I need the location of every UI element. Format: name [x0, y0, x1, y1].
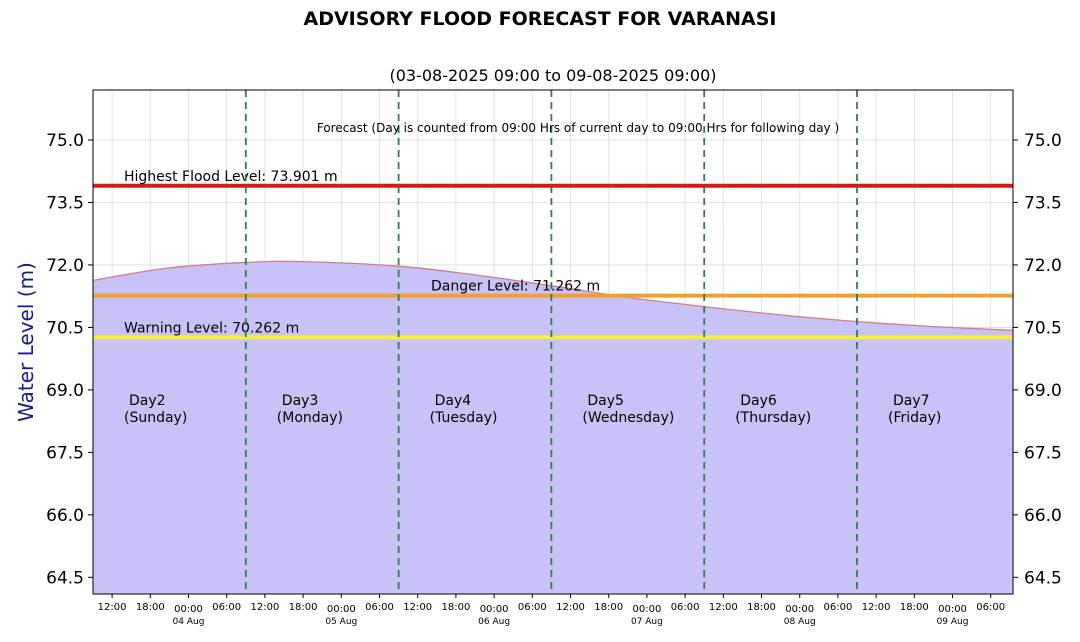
- xtick-label-4: 12:00: [250, 602, 279, 613]
- xtick-date-2: 04 Aug: [173, 617, 205, 627]
- xtick-label-7: 06:00: [365, 602, 394, 613]
- xtick-label-22: 00:00: [938, 604, 967, 615]
- xtick-label-15: 06:00: [671, 602, 700, 613]
- xtick-label-5: 18:00: [289, 602, 318, 613]
- xtick-label-17: 18:00: [747, 602, 776, 613]
- xtick-label-6: 00:00: [327, 604, 356, 615]
- day-label-0: Day2: [129, 393, 166, 409]
- reference-label-0: Highest Flood Level: 73.901 m: [124, 169, 338, 185]
- ytick-label-left-4: 70.5: [46, 318, 84, 338]
- xtick-label-8: 12:00: [403, 602, 432, 613]
- chart-title: ADVISORY FLOOD FORECAST FOR VARANASI: [304, 8, 777, 30]
- reference-label-1: Danger Level: 71.262 m: [431, 279, 600, 295]
- xtick-date-18: 08 Aug: [784, 617, 816, 627]
- xtick-label-9: 18:00: [441, 602, 470, 613]
- xtick-date-22: 09 Aug: [937, 617, 969, 627]
- day-weekday-4: (Thursday): [735, 410, 811, 426]
- xtick-label-12: 12:00: [556, 602, 585, 613]
- ytick-label-right-3: 69.0: [1024, 381, 1062, 401]
- xtick-label-16: 12:00: [709, 602, 738, 613]
- xtick-date-6: 05 Aug: [325, 617, 357, 627]
- day-weekday-2: (Tuesday): [430, 410, 498, 426]
- chart-subtitle: (03-08-2025 09:00 to 09-08-2025 09:00): [389, 66, 716, 85]
- xtick-date-14: 07 Aug: [631, 617, 663, 627]
- ytick-label-right-1: 66.0: [1024, 506, 1062, 526]
- ytick-label-right-2: 67.5: [1024, 443, 1062, 463]
- day-label-3: Day5: [587, 393, 624, 409]
- day-label-4: Day6: [740, 393, 777, 409]
- day-weekday-1: (Monday): [277, 410, 343, 426]
- day-weekday-0: (Sunday): [124, 410, 187, 426]
- day-label-1: Day3: [282, 393, 319, 409]
- xtick-label-0: 12:00: [98, 602, 127, 613]
- xtick-label-20: 12:00: [862, 602, 891, 613]
- plot-frame: [92, 89, 1014, 595]
- day-weekday-5: (Friday): [888, 410, 941, 426]
- ytick-label-right-6: 73.5: [1024, 193, 1062, 213]
- xtick-label-11: 06:00: [518, 602, 547, 613]
- reference-label-2: Warning Level: 70.262 m: [124, 320, 299, 336]
- ytick-label-left-0: 64.5: [46, 568, 84, 588]
- ytick-label-left-6: 73.5: [46, 193, 84, 213]
- xtick-label-18: 00:00: [785, 604, 814, 615]
- ytick-label-right-0: 64.5: [1024, 568, 1062, 588]
- forecast-note: Forecast (Day is counted from 09:00 Hrs …: [317, 121, 839, 135]
- ytick-label-left-3: 69.0: [46, 381, 84, 401]
- ytick-label-right-7: 75.0: [1024, 131, 1062, 151]
- day-label-2: Day4: [435, 393, 472, 409]
- xtick-label-23: 06:00: [976, 602, 1005, 613]
- xtick-label-2: 00:00: [174, 604, 203, 615]
- ytick-label-right-5: 72.0: [1024, 256, 1062, 276]
- ytick-label-left-7: 75.0: [46, 131, 84, 151]
- xtick-label-10: 00:00: [480, 604, 509, 615]
- ytick-label-right-4: 70.5: [1024, 318, 1062, 338]
- ytick-label-left-5: 72.0: [46, 256, 84, 276]
- xtick-label-13: 18:00: [594, 602, 623, 613]
- ytick-label-left-1: 66.0: [46, 506, 84, 526]
- day-weekday-3: (Wednesday): [582, 410, 674, 426]
- xtick-date-10: 06 Aug: [478, 617, 510, 627]
- xtick-label-21: 18:00: [900, 602, 929, 613]
- xtick-label-14: 00:00: [632, 604, 661, 615]
- xtick-label-19: 06:00: [823, 602, 852, 613]
- xtick-label-3: 06:00: [212, 602, 241, 613]
- day-label-5: Day7: [893, 393, 930, 409]
- ytick-label-left-2: 67.5: [46, 443, 84, 463]
- y-axis-label: Water Level (m): [14, 262, 38, 422]
- xtick-label-1: 18:00: [136, 602, 165, 613]
- water-level-area: [93, 261, 1013, 594]
